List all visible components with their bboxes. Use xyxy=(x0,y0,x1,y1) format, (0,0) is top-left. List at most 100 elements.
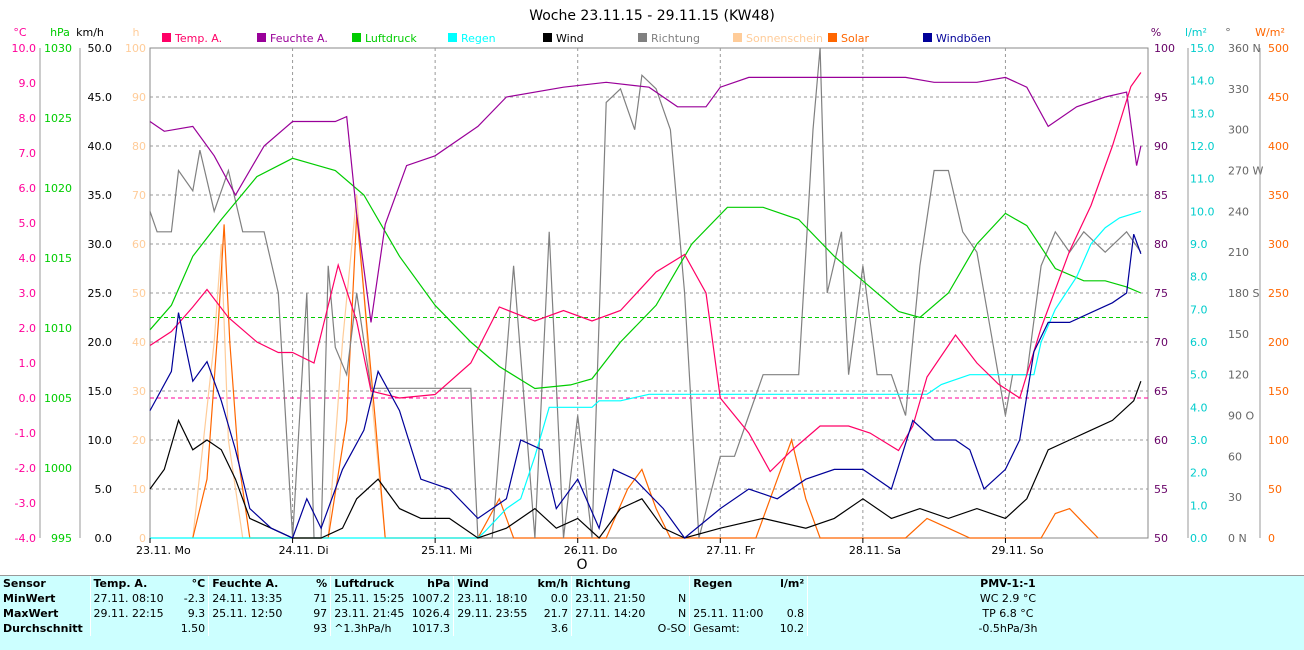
axis-tick-label-wind: 15.0 xyxy=(88,385,113,398)
pmv-wc: WC 2.9 °C xyxy=(979,592,1037,605)
wind-max-time: 29.11. 23:55 xyxy=(457,607,528,620)
wind-avg-empty xyxy=(454,621,534,636)
axis-tick-label-temp: 10.0 xyxy=(12,42,37,55)
axis-tick-label-rain: 10.0 xyxy=(1190,205,1215,218)
x-tick-label: 26.11. Do xyxy=(564,544,618,557)
wind-min-value: 0.0 xyxy=(533,591,573,606)
humidity-unit: % xyxy=(288,576,332,591)
rain-total-value: 10.2 xyxy=(773,621,809,636)
axis-tick-label-direction: 270 W xyxy=(1228,165,1263,178)
series-line-richtung xyxy=(149,47,1142,539)
temp-avg-value: 1.50 xyxy=(166,621,210,636)
axis-tick-label-sun: 10 xyxy=(132,483,146,496)
axis-tick-label-humidity: 50 xyxy=(1154,532,1168,545)
axis-tick-label-humidity: 80 xyxy=(1154,238,1168,251)
axis-tick-label-solar: 0 xyxy=(1268,532,1275,545)
axis-tick-label-pressure: 995 xyxy=(51,532,72,545)
axis-tick-label-sun: 30 xyxy=(132,385,146,398)
statistics-table: Sensor Temp. A. °C Feuchte A. % Luftdruc… xyxy=(0,576,1208,636)
chart-title: Woche 23.11.15 - 29.11.15 (KW48) xyxy=(529,8,775,24)
legend-label: Richtung xyxy=(651,32,700,45)
avg-label: Durchschnitt xyxy=(0,621,91,636)
legend-label: Regen xyxy=(461,32,496,45)
series-line-regen xyxy=(150,210,1142,539)
rain-max-value: 0.8 xyxy=(773,606,809,621)
series-line-windb-en xyxy=(149,233,1142,539)
stats-min-row: MinWert 27.11. 08:10 -2.3 24.11. 13:35 7… xyxy=(0,591,1208,606)
wind-unit: km/h xyxy=(533,576,573,591)
x-tick-label: 29.11. So xyxy=(991,544,1043,557)
pressure-min-time: 25.11. 15:25 xyxy=(334,592,405,605)
axis-tick-label-humidity: 85 xyxy=(1154,189,1168,202)
axis-tick-label-pressure: 1020 xyxy=(44,182,72,195)
axis-tick-label-solar: 200 xyxy=(1268,336,1289,349)
pressure-unit: hPa xyxy=(408,576,455,591)
axis-tick-label-temp: -2.0 xyxy=(15,462,36,475)
axis-tick-label-wind: 0.0 xyxy=(95,532,113,545)
axis-tick-label-solar: 350 xyxy=(1268,189,1289,202)
axis-tick-label-rain: 4.0 xyxy=(1190,401,1208,414)
axis-tick-label-humidity: 70 xyxy=(1154,336,1168,349)
direction-max-value: N xyxy=(651,606,691,621)
sensor-header: Sensor xyxy=(0,576,91,591)
legend-label: Windböen xyxy=(936,32,991,45)
axis-tick-label-solar: 50 xyxy=(1268,483,1282,496)
axis-unit-sun: h xyxy=(133,26,140,39)
min-label: MinWert xyxy=(0,591,91,606)
axis-tick-label-pressure: 1010 xyxy=(44,322,72,335)
axis-tick-label-direction: 180 S xyxy=(1228,287,1259,300)
legend-swatch xyxy=(257,33,266,42)
axis-tick-label-temp: 5.0 xyxy=(19,217,37,230)
rain-empty-1 xyxy=(690,591,774,606)
axis-tick-label-temp: 9.0 xyxy=(19,77,37,90)
axis-unit-solar: W/m² xyxy=(1255,26,1285,39)
axis-tick-label-direction: 0 N xyxy=(1228,532,1247,545)
wind-max-value: 21.7 xyxy=(533,606,573,621)
rain-total-label: Gesamt: xyxy=(693,622,740,635)
axis-tick-label-temp: -3.0 xyxy=(15,497,36,510)
wind-avg-value: 3.6 xyxy=(533,621,573,636)
axis-tick-label-sun: 0 xyxy=(139,532,146,545)
axis-tick-label-temp: 2.0 xyxy=(19,322,37,335)
axis-tick-label-temp: 6.0 xyxy=(19,182,37,195)
max-label: MaxWert xyxy=(0,606,91,621)
legend-swatch xyxy=(543,33,552,42)
x-tick-label: 28.11. Sa xyxy=(849,544,901,557)
axis-tick-label-humidity: 90 xyxy=(1154,140,1168,153)
axis-tick-label-rain: 15.0 xyxy=(1190,42,1215,55)
temp-unit: °C xyxy=(166,576,210,591)
statistics-panel: Sensor Temp. A. °C Feuchte A. % Luftdruc… xyxy=(0,575,1304,650)
temp-avg-empty xyxy=(90,621,167,636)
axis-tick-label-rain: 8.0 xyxy=(1190,271,1208,284)
pressure-trend: ^1.3hPa/h xyxy=(334,622,392,635)
axis-tick-label-temp: 4.0 xyxy=(19,252,37,265)
axis-tick-label-rain: 1.0 xyxy=(1190,499,1208,512)
legend-label: Wind xyxy=(556,32,584,45)
axis-tick-label-rain: 9.0 xyxy=(1190,238,1208,251)
legend-swatch xyxy=(828,33,837,42)
axis-tick-label-wind: 45.0 xyxy=(88,91,113,104)
axis-tick-label-sun: 50 xyxy=(132,287,146,300)
rain-max-time: 25.11. 11:00 xyxy=(693,607,764,620)
direction-avg-value: O-SO xyxy=(651,621,691,636)
axis-tick-label-sun: 70 xyxy=(132,189,146,202)
axis-tick-label-pressure: 1030 xyxy=(44,42,72,55)
axis-tick-label-sun: 20 xyxy=(132,434,146,447)
temp-min-time: 27.11. 08:10 xyxy=(93,592,164,605)
axis-tick-label-solar: 250 xyxy=(1268,287,1289,300)
legend-swatch xyxy=(162,33,171,42)
axes: 10.0 9.0 8.0 7.0 6.0 5.0 4.0 3.0 2.0 1.0 0.0 -1.0 -2… xyxy=(12,26,1290,545)
temp-header: Temp. A. xyxy=(93,577,148,590)
legend-label: Solar xyxy=(841,32,870,45)
humidity-avg-empty xyxy=(209,621,289,636)
axis-tick-label-wind: 35.0 xyxy=(88,189,113,202)
direction-avg-empty xyxy=(572,621,652,636)
pressure-min-value: 1007.2 xyxy=(408,591,455,606)
axis-tick-label-solar: 500 xyxy=(1268,42,1289,55)
axis-tick-label-rain: 13.0 xyxy=(1190,107,1215,120)
humidity-max-value: 97 xyxy=(288,606,332,621)
stats-avg-row: Durchschnitt 1.50 93 ^1.3hPa/h 1017.3 3.… xyxy=(0,621,1208,636)
pressure-header: Luftdruck xyxy=(334,577,395,590)
temp-min-value: -2.3 xyxy=(166,591,210,606)
x-tick-label: 23.11. Mo xyxy=(136,544,191,557)
